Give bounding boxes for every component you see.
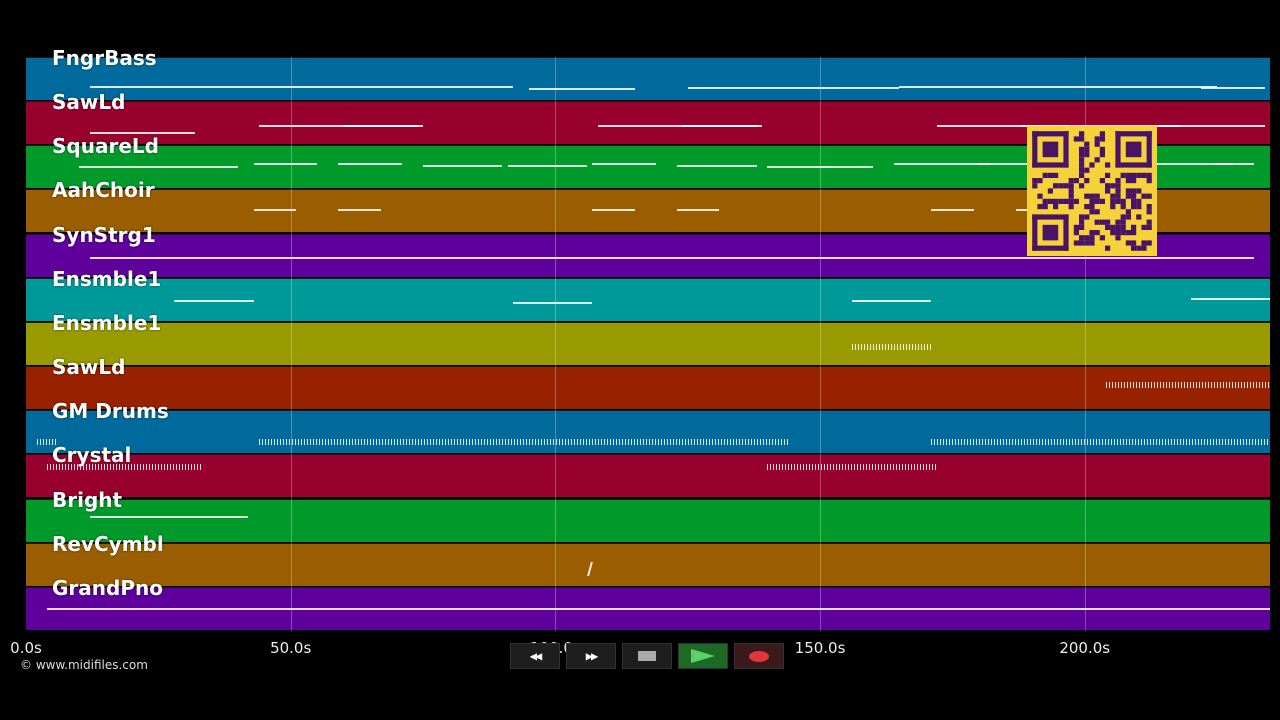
note-segment bbox=[528, 88, 635, 90]
track-row[interactable]: Crystal bbox=[26, 443, 1270, 498]
transport-controls: ◀◀ ▶▶ bbox=[510, 643, 784, 669]
track-name-label: SynStrg1 bbox=[52, 222, 156, 247]
track-row[interactable]: GM Drums bbox=[26, 399, 1270, 454]
note-segment bbox=[931, 439, 1270, 446]
note-segment bbox=[253, 163, 318, 166]
qr-code bbox=[1027, 126, 1157, 256]
track-name-label: Ensmble1 bbox=[52, 310, 162, 335]
note-segment bbox=[507, 165, 588, 168]
note-segment bbox=[89, 515, 249, 518]
track-name-label: GM Drums bbox=[52, 399, 169, 424]
note-segment bbox=[592, 209, 635, 212]
track-name-label: GrandPno bbox=[52, 575, 163, 600]
record-button[interactable] bbox=[734, 643, 784, 669]
track-name-label: SquareLd bbox=[52, 134, 159, 159]
time-gridline bbox=[555, 57, 557, 631]
note-segment bbox=[47, 464, 201, 471]
note-segment bbox=[851, 343, 932, 350]
track-name-label: SawLd bbox=[52, 355, 126, 380]
time-gridline bbox=[1084, 57, 1086, 631]
record-icon bbox=[749, 650, 769, 662]
time-tick-label: 150.0s bbox=[794, 639, 846, 657]
note-segment bbox=[338, 163, 402, 166]
note-segment bbox=[36, 439, 58, 446]
note-segment bbox=[174, 299, 254, 302]
track-name-label: Ensmble1 bbox=[52, 266, 162, 291]
track-row[interactable]: Ensmble1 bbox=[26, 267, 1270, 321]
track-name-label: Crystal bbox=[52, 443, 132, 468]
time-gridline bbox=[820, 57, 822, 631]
note-segment bbox=[931, 209, 974, 212]
note-segment bbox=[767, 166, 873, 169]
note-segment bbox=[677, 209, 720, 212]
stop-button[interactable] bbox=[622, 643, 672, 669]
rewind-icon: ◀◀ bbox=[529, 649, 543, 663]
note-segment bbox=[1158, 125, 1265, 128]
note-segment bbox=[47, 607, 1270, 610]
track-row[interactable]: GrandPno bbox=[26, 576, 1270, 630]
note-segment bbox=[258, 125, 418, 128]
note-segment bbox=[677, 165, 757, 168]
note-segment bbox=[936, 125, 1069, 128]
copyright-text: © www.midifiles.com bbox=[20, 658, 148, 672]
note-segment bbox=[1137, 163, 1233, 166]
time-tick-label: 50.0s bbox=[270, 639, 312, 657]
track-name-label: Bright bbox=[52, 487, 123, 512]
track-row[interactable]: FngrBass bbox=[26, 46, 1270, 100]
note-segment bbox=[682, 125, 762, 128]
note-segment bbox=[253, 209, 296, 212]
note-segment bbox=[597, 125, 757, 128]
note-segment bbox=[78, 166, 238, 169]
note-segment bbox=[89, 256, 1255, 259]
track-name-label: RevCymbl bbox=[52, 531, 164, 556]
time-tick-label: 200.0s bbox=[1059, 639, 1111, 657]
qr-code-image bbox=[1027, 126, 1157, 256]
track-row[interactable]: Bright bbox=[26, 488, 1270, 542]
note-segment bbox=[258, 439, 789, 446]
note-segment bbox=[343, 125, 423, 128]
note-segment bbox=[423, 165, 503, 168]
time-gridline bbox=[290, 57, 292, 631]
play-icon bbox=[691, 649, 715, 663]
note-segment bbox=[851, 299, 932, 302]
note-segment bbox=[513, 301, 593, 304]
fast-forward-icon: ▶▶ bbox=[585, 649, 599, 663]
track-name-label: AahChoir bbox=[52, 178, 155, 203]
note-segment bbox=[899, 86, 1218, 88]
note-segment bbox=[1105, 382, 1270, 389]
track-name-label: SawLd bbox=[52, 90, 126, 115]
note-segment bbox=[1201, 87, 1265, 89]
stop-icon bbox=[638, 651, 656, 661]
time-tick-label: 0.0s bbox=[10, 639, 42, 657]
note-segment bbox=[767, 464, 937, 471]
track-row[interactable]: Ensmble1 bbox=[26, 311, 1270, 365]
note-segment bbox=[89, 86, 513, 88]
note-segment bbox=[894, 163, 990, 166]
track-name-label: FngrBass bbox=[52, 46, 157, 70]
note-segment bbox=[978, 163, 1075, 166]
note-segment bbox=[89, 132, 196, 135]
note-segment bbox=[592, 163, 656, 166]
track-row[interactable]: RevCymbl bbox=[26, 532, 1270, 586]
fast-forward-button[interactable]: ▶▶ bbox=[566, 643, 616, 669]
note-segment bbox=[338, 209, 381, 212]
note-segment bbox=[687, 87, 900, 89]
track-row[interactable]: SawLd bbox=[26, 355, 1270, 410]
note-segment bbox=[1190, 297, 1270, 300]
rewind-button[interactable]: ◀◀ bbox=[510, 643, 560, 669]
note-segment bbox=[1211, 163, 1255, 166]
play-button[interactable] bbox=[678, 643, 728, 669]
